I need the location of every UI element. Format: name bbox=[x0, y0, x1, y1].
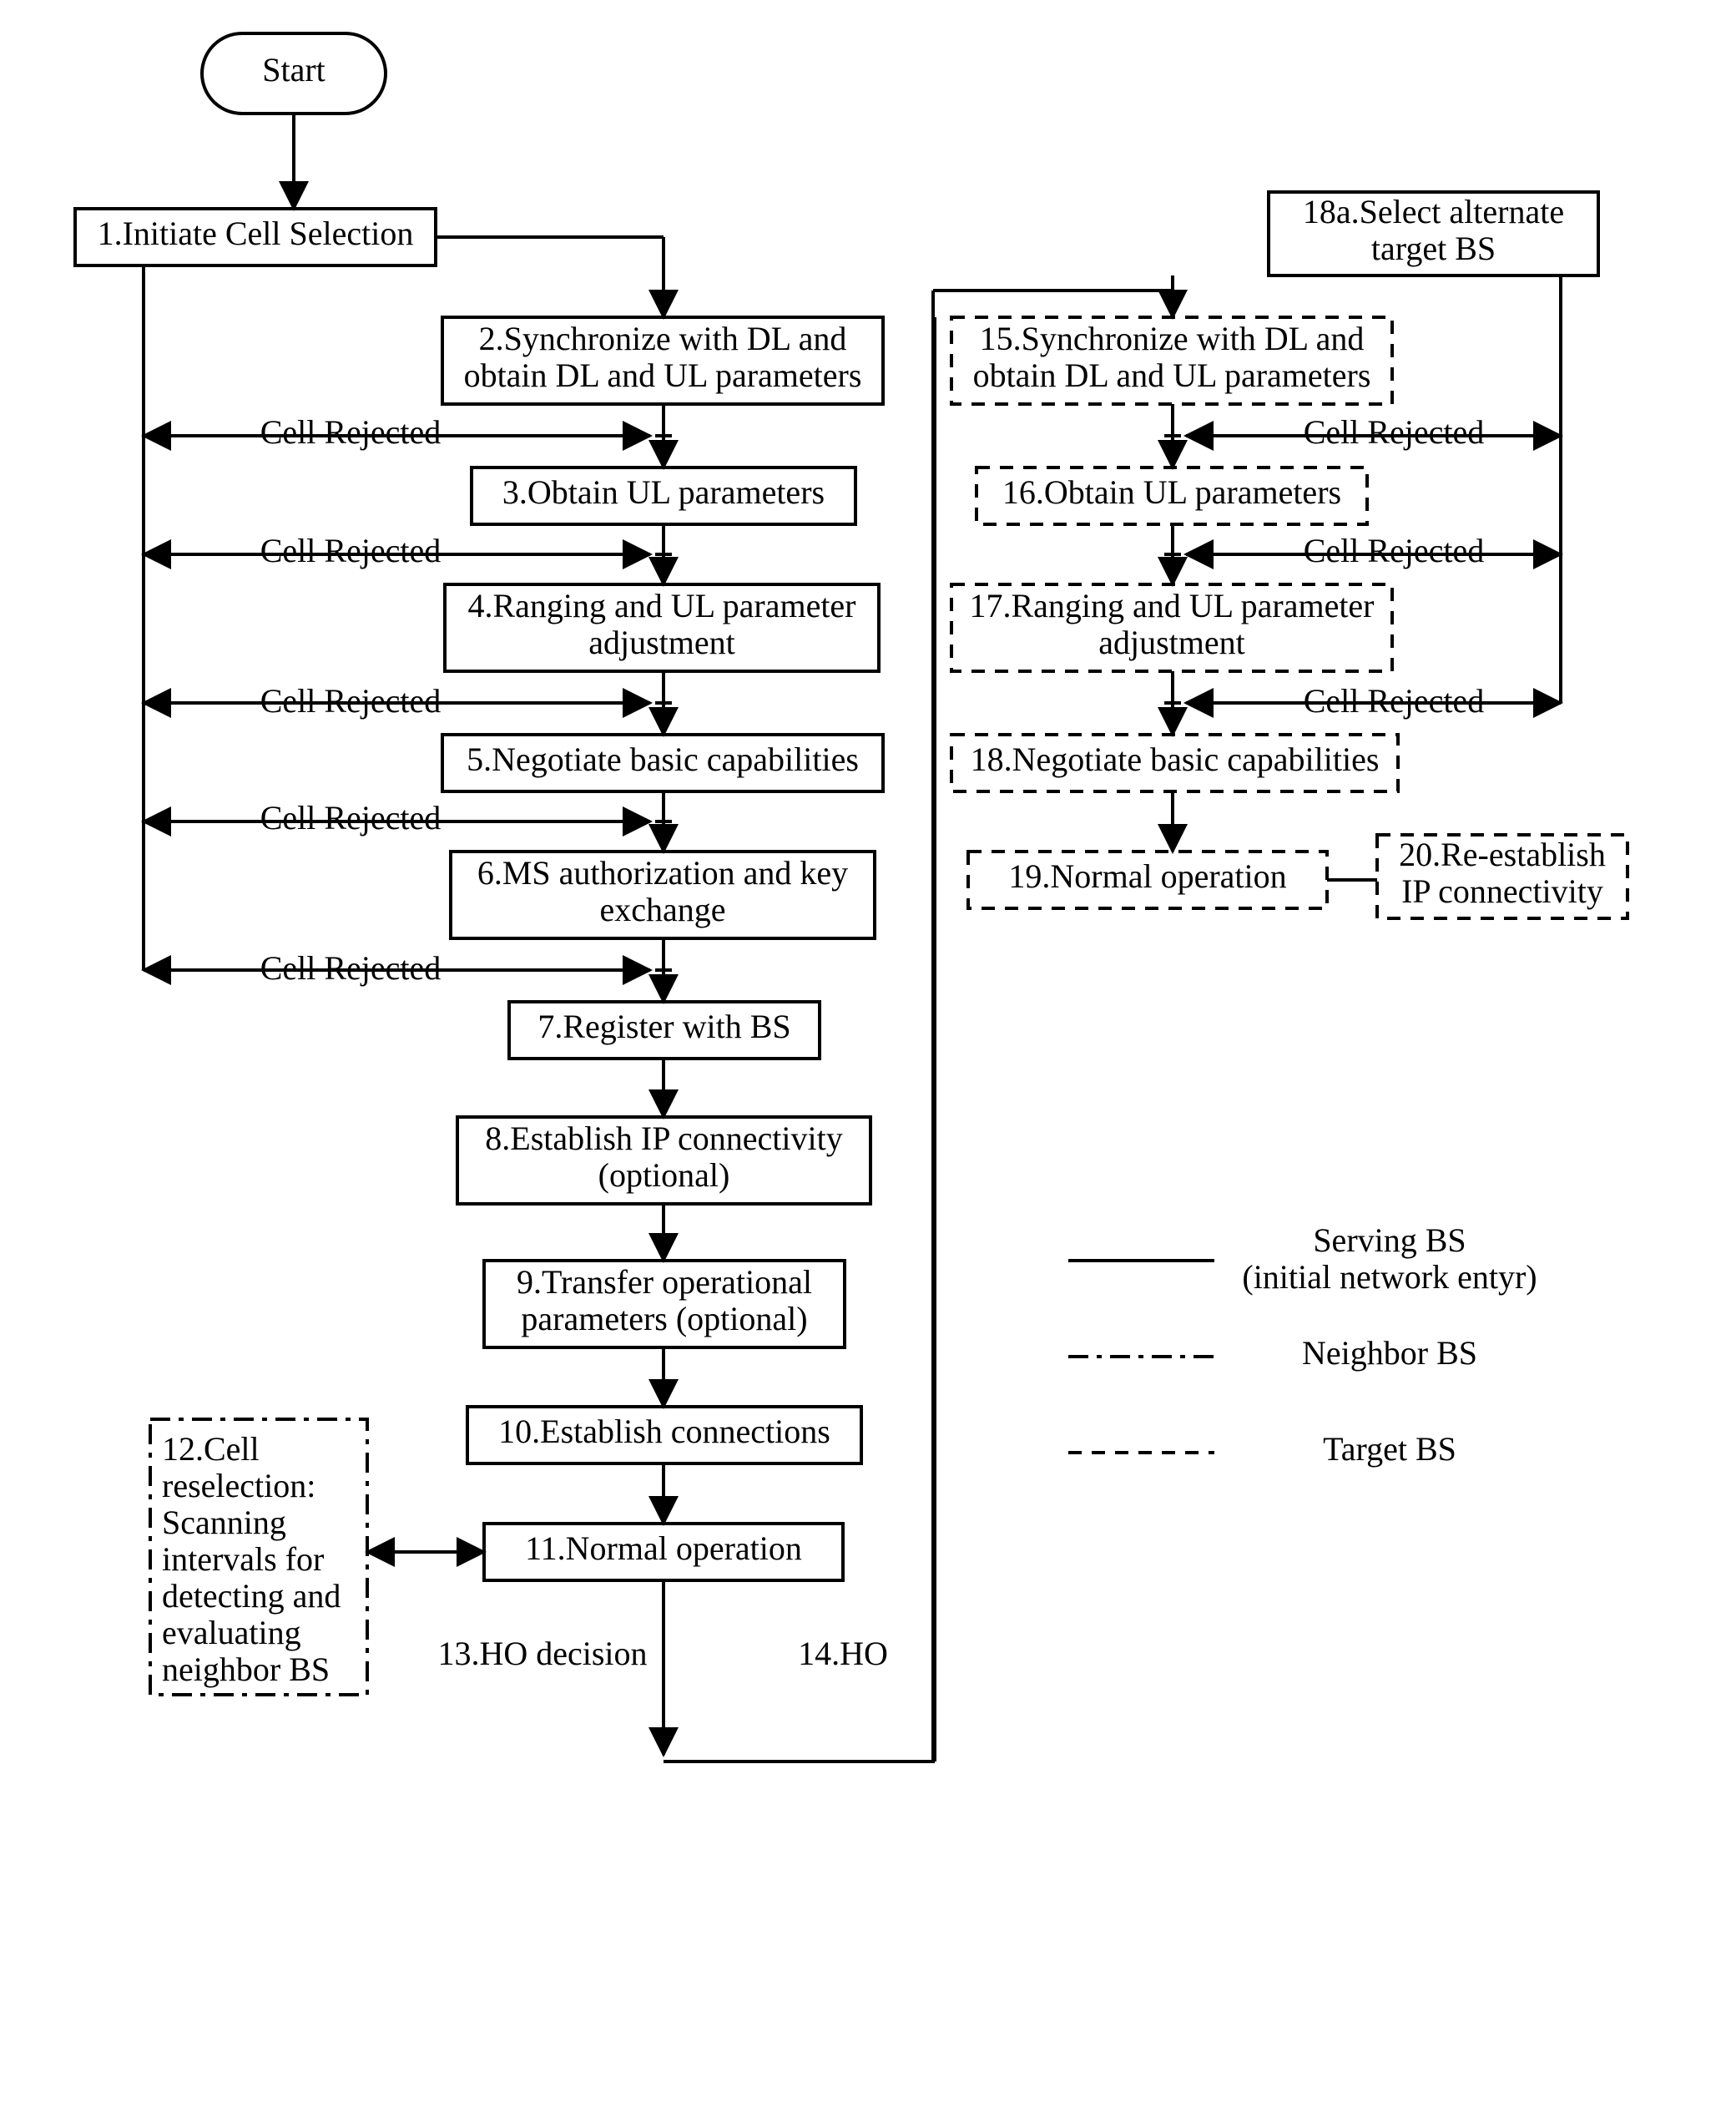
svg-text:10.Establish connections: 10.Establish connections bbox=[498, 1413, 830, 1450]
svg-text:Cell Rejected: Cell Rejected bbox=[260, 682, 442, 720]
svg-text:16.Obtain UL parameters: 16.Obtain UL parameters bbox=[1002, 473, 1341, 511]
svg-text:detecting and: detecting and bbox=[162, 1577, 341, 1615]
svg-text:(initial network entyr): (initial network entyr) bbox=[1242, 1258, 1537, 1296]
svg-text:20.Re-establish: 20.Re-establish bbox=[1399, 836, 1606, 873]
svg-text:6.MS authorization and key: 6.MS authorization and key bbox=[477, 854, 848, 892]
svg-text:Cell Rejected: Cell Rejected bbox=[260, 799, 442, 837]
svg-text:obtain DL and UL parameters: obtain DL and UL parameters bbox=[973, 356, 1371, 394]
svg-text:Serving BS: Serving BS bbox=[1313, 1221, 1466, 1259]
svg-text:Cell Rejected: Cell Rejected bbox=[1304, 413, 1485, 451]
svg-text:12.Cell: 12.Cell bbox=[162, 1430, 260, 1468]
svg-text:evaluating: evaluating bbox=[162, 1614, 301, 1651]
svg-text:(optional): (optional) bbox=[598, 1156, 730, 1194]
svg-text:Cell Rejected: Cell Rejected bbox=[1304, 682, 1485, 720]
svg-text:adjustment: adjustment bbox=[588, 624, 735, 661]
svg-text:Cell Rejected: Cell Rejected bbox=[260, 949, 442, 987]
svg-text:exchange: exchange bbox=[599, 891, 725, 928]
svg-text:11.Normal operation: 11.Normal operation bbox=[525, 1529, 802, 1567]
svg-text:Target BS: Target BS bbox=[1323, 1430, 1456, 1468]
svg-text:13.HO decision: 13.HO decision bbox=[437, 1635, 647, 1672]
svg-text:18a.Select alternate: 18a.Select alternate bbox=[1303, 193, 1564, 230]
svg-text:adjustment: adjustment bbox=[1098, 624, 1245, 661]
svg-text:intervals for: intervals for bbox=[162, 1540, 324, 1578]
svg-text:2.Synchronize with DL and: 2.Synchronize with DL and bbox=[479, 320, 847, 357]
flowchart-diagram: Start 1.Initiate Cell Selection 2.Synchron… bbox=[0, 0, 1736, 2128]
svg-text:19.Normal operation: 19.Normal operation bbox=[1008, 857, 1286, 895]
svg-text:17.Ranging and UL parameter: 17.Ranging and UL parameter bbox=[969, 587, 1374, 624]
svg-text:15.Synchronize with DL and: 15.Synchronize with DL and bbox=[980, 320, 1365, 357]
svg-text:9.Transfer operational: 9.Transfer operational bbox=[517, 1263, 812, 1301]
svg-text:Neighbor BS: Neighbor BS bbox=[1302, 1334, 1477, 1372]
svg-text:Cell Rejected: Cell Rejected bbox=[1304, 532, 1485, 569]
svg-text:5.Negotiate basic capabilities: 5.Negotiate basic capabilities bbox=[467, 741, 859, 778]
svg-text:1.Initiate Cell Selection: 1.Initiate Cell Selection bbox=[98, 215, 414, 252]
svg-text:Cell Rejected: Cell Rejected bbox=[260, 532, 442, 569]
svg-text:7.Register with BS: 7.Register with BS bbox=[537, 1008, 790, 1045]
svg-text:parameters (optional): parameters (optional) bbox=[521, 1300, 807, 1337]
svg-text:Cell Rejected: Cell Rejected bbox=[260, 413, 442, 451]
svg-text:target BS: target BS bbox=[1371, 230, 1496, 267]
svg-text:18.Negotiate basic capabilitie: 18.Negotiate basic capabilities bbox=[971, 741, 1380, 778]
svg-text:Scanning: Scanning bbox=[162, 1504, 286, 1541]
svg-text:IP connectivity: IP connectivity bbox=[1401, 872, 1603, 910]
svg-text:4.Ranging and UL parameter: 4.Ranging and UL parameter bbox=[467, 587, 855, 624]
svg-text:3.Obtain UL parameters: 3.Obtain UL parameters bbox=[502, 473, 825, 511]
svg-text:reselection:: reselection: bbox=[162, 1467, 315, 1504]
svg-text:neighbor BS: neighbor BS bbox=[162, 1650, 330, 1688]
svg-text:obtain DL and UL parameters: obtain DL and UL parameters bbox=[464, 356, 862, 394]
svg-text:14.HO: 14.HO bbox=[798, 1635, 888, 1672]
svg-text:Start: Start bbox=[262, 51, 326, 88]
svg-text:8.Establish IP connectivity: 8.Establish IP connectivity bbox=[485, 1120, 842, 1157]
